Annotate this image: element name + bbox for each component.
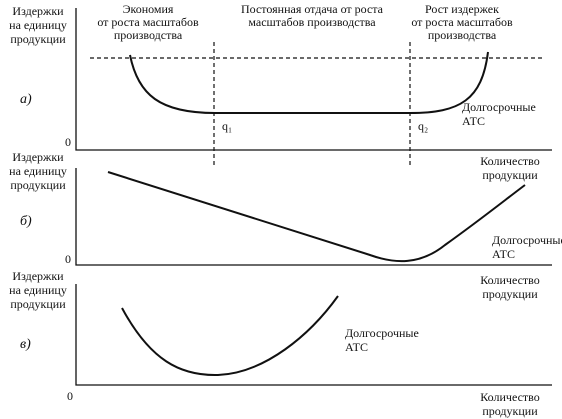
long-run-atc-curve — [129, 51, 489, 114]
q-label: q₂ — [418, 119, 428, 133]
x-axis-label: Количество — [480, 390, 539, 404]
x-axis-label: продукции — [482, 168, 538, 182]
y-axis-label: на единицу — [9, 283, 67, 297]
y-axis-label: продукции — [10, 297, 66, 311]
region-label: Экономия — [123, 2, 174, 16]
axes — [75, 284, 552, 386]
axes — [75, 168, 552, 266]
x-axis-label: Количество — [480, 154, 539, 168]
q-label: q₁ — [222, 119, 232, 133]
y-axis-label: на единицу — [9, 164, 67, 178]
region-label: от роста масштабов — [411, 15, 513, 29]
long-run-atc-curve — [107, 171, 526, 263]
x-axis-label: Количество — [480, 273, 539, 287]
region-label: производства — [114, 28, 183, 42]
origin-label: 0 — [65, 252, 71, 266]
region-label: производства — [428, 28, 497, 42]
y-axis-label: Издержки — [12, 269, 64, 283]
x-axis-label: продукции — [482, 287, 538, 301]
panel-marker: в) — [20, 337, 31, 352]
axes — [75, 8, 552, 151]
origin-label: 0 — [67, 389, 73, 403]
region-label: Постоянная отдача от роста — [241, 2, 384, 16]
curve-label: Долгосрочные — [345, 326, 419, 340]
region-label: от роста масштабов — [97, 15, 199, 29]
curve-label: Долгосрочные — [492, 233, 562, 247]
long-run-atc-curve — [121, 295, 339, 377]
y-axis-label: продукции — [10, 32, 66, 46]
panel-marker: б) — [20, 214, 32, 229]
y-axis-label: Издержки — [12, 4, 64, 18]
panel-marker: а) — [20, 92, 32, 107]
curve-label: АТС — [345, 340, 368, 354]
region-label: масштабов производства — [248, 15, 376, 29]
y-axis-label: на единицу — [9, 18, 67, 32]
y-axis-label: продукции — [10, 178, 66, 192]
curve-label: АТС — [462, 114, 485, 128]
curve-label: Долгосрочные — [462, 100, 536, 114]
region-label: Рост издержек — [425, 2, 499, 16]
curve-label: АТС — [492, 247, 515, 261]
origin-label: 0 — [65, 135, 71, 149]
y-axis-label: Издержки — [12, 150, 64, 164]
x-axis-label: продукции — [482, 404, 538, 418]
